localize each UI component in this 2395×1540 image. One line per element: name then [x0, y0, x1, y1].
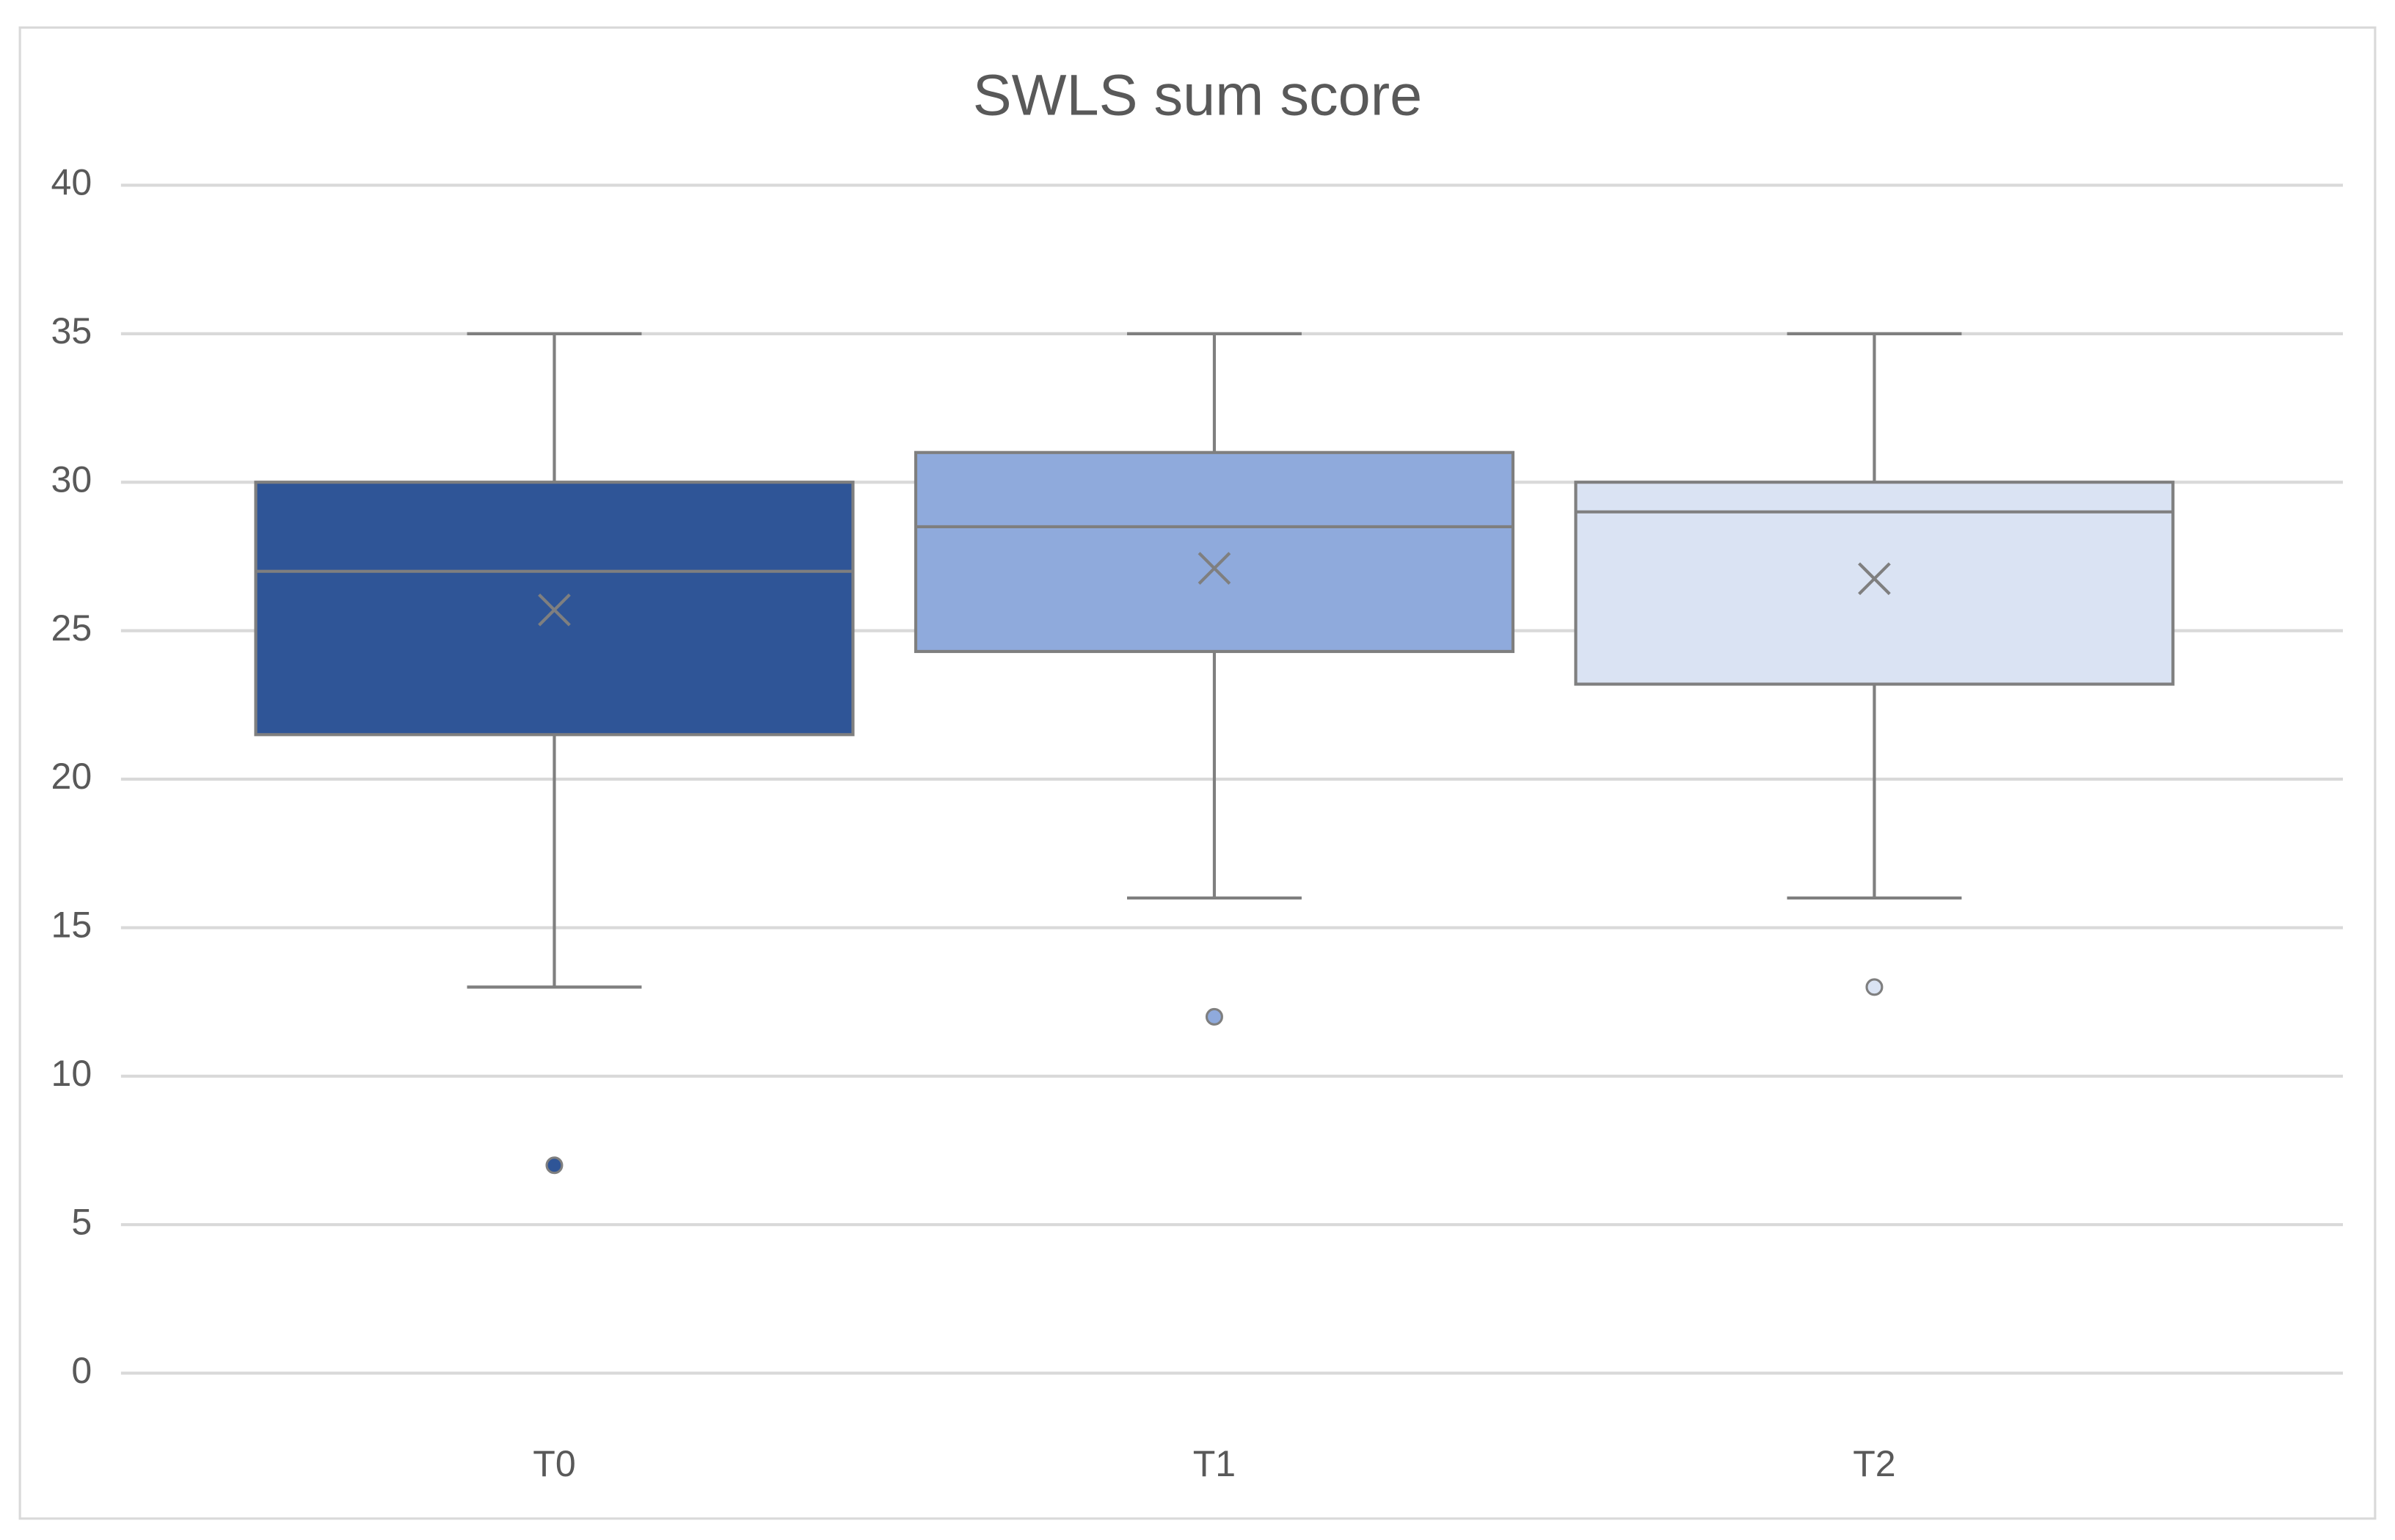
box	[914, 450, 1514, 654]
y-tick-label: 30	[51, 459, 92, 500]
mean-marker	[1858, 562, 1891, 596]
outlier	[1205, 1007, 1223, 1026]
mean-stroke	[1858, 562, 1891, 596]
box	[1574, 481, 2175, 686]
y-tick-label: 35	[51, 310, 92, 351]
chart-border	[18, 26, 2377, 1520]
x-tick-label: T2	[1853, 1443, 1895, 1484]
y-tick-label: 15	[51, 905, 92, 946]
x-tick-label: T0	[533, 1443, 575, 1484]
outlier	[545, 1156, 564, 1175]
y-tick-label: 20	[51, 756, 92, 797]
y-tick-label: 0	[71, 1350, 92, 1391]
y-tick-label: 40	[51, 162, 92, 203]
mean-stroke	[1198, 552, 1231, 585]
chart-title: SWLS sum score	[973, 62, 1422, 128]
outlier	[1865, 978, 1884, 996]
y-tick-label: 5	[71, 1201, 92, 1242]
mean-stroke	[538, 593, 571, 627]
y-tick-label: 25	[51, 607, 92, 649]
x-tick-label: T1	[1193, 1443, 1236, 1484]
mean-marker	[1198, 552, 1231, 585]
mean-marker	[538, 593, 571, 627]
y-tick-label: 10	[51, 1053, 92, 1094]
